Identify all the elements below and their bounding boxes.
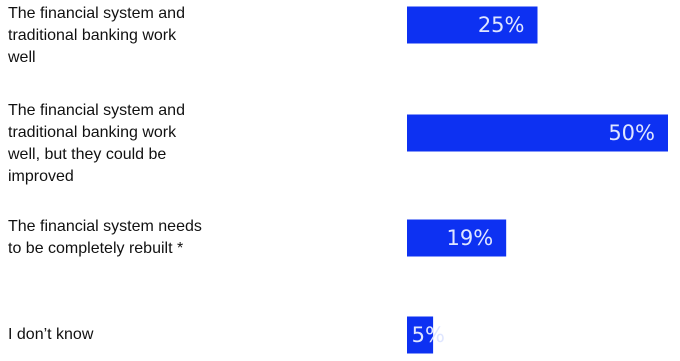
bar — [407, 219, 507, 257]
category-label: The financial system needs to be complet… — [8, 218, 202, 257]
bar — [407, 114, 668, 152]
bar — [407, 316, 434, 354]
value-label: 19% — [446, 226, 493, 250]
value-label: 25% — [478, 13, 525, 37]
category-label: The financial system and traditional ban… — [8, 5, 185, 66]
category-label: The financial system and traditional ban… — [8, 102, 185, 185]
value-label: 50% — [608, 121, 655, 145]
bar — [407, 6, 538, 44]
value-label: 5% — [412, 323, 445, 347]
category-label: I don’t know — [8, 326, 94, 343]
